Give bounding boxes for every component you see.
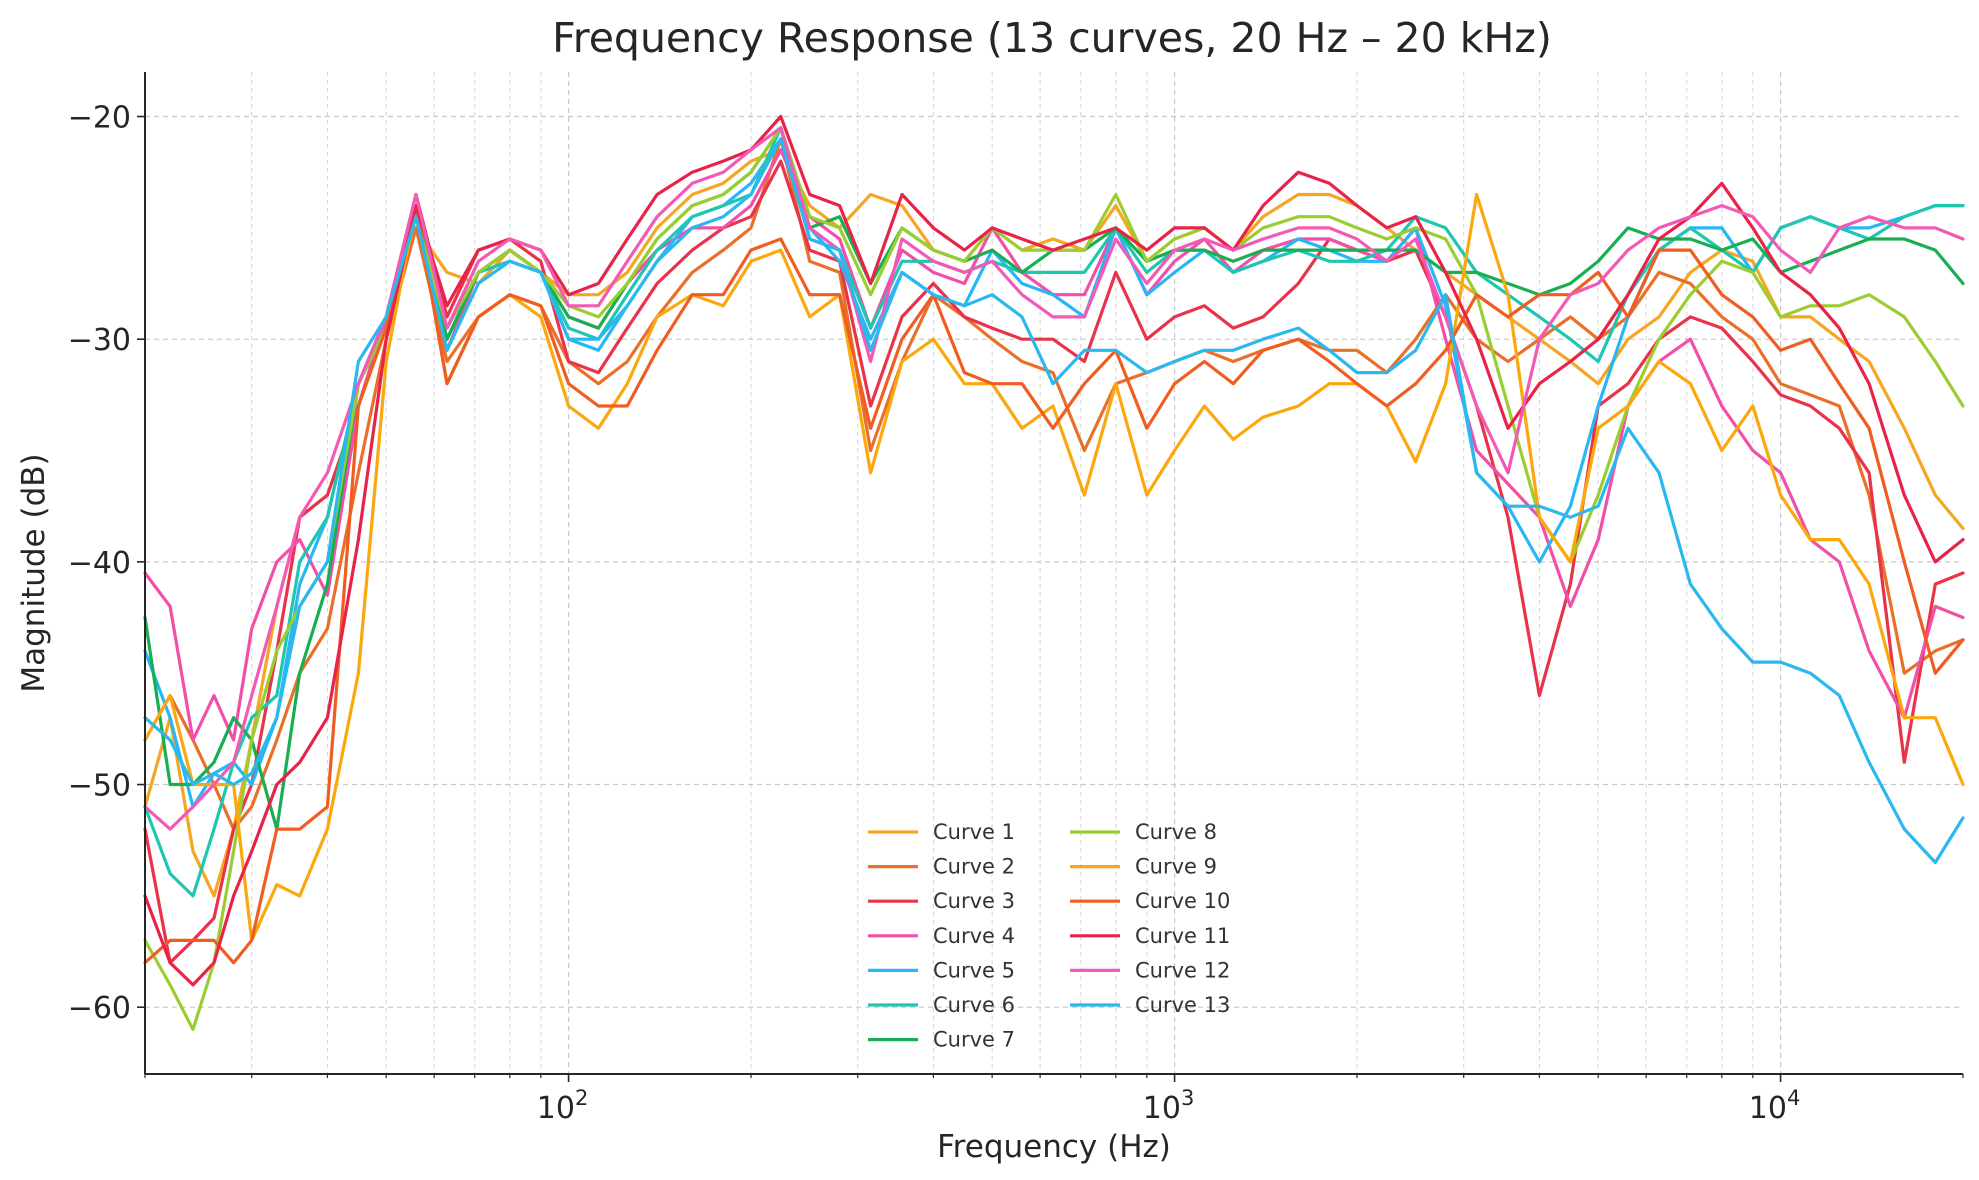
y-tick-label: −50	[68, 769, 131, 804]
legend-item-curve-2[interactable]: Curve 2	[868, 855, 1015, 879]
x-axis-label: Frequency (Hz)	[937, 1129, 1171, 1165]
legend-label: Curve 11	[1135, 924, 1230, 948]
legend-item-curve-6[interactable]: Curve 6	[868, 993, 1015, 1017]
y-tick-label: −30	[68, 323, 131, 358]
legend-item-curve-10[interactable]: Curve 10	[1070, 889, 1230, 913]
legend-item-curve-1[interactable]: Curve 1	[868, 820, 1015, 844]
series-line-curve-11	[143, 114, 1965, 987]
y-ticks: −20 −30 −40 −50 −60	[68, 101, 145, 1026]
series-line-curve-2	[143, 137, 1965, 831]
axes	[144, 72, 1963, 1075]
legend-item-curve-13[interactable]: Curve 13	[1070, 993, 1230, 1017]
legend-label: Curve 4	[933, 924, 1015, 948]
legend-item-curve-8[interactable]: Curve 8	[1070, 820, 1217, 844]
legend-label: Curve 9	[1135, 855, 1217, 879]
y-tick-label: −60	[68, 991, 131, 1026]
legend-item-curve-4[interactable]: Curve 4	[868, 924, 1015, 948]
series-layer	[143, 114, 1965, 1032]
chart-title: Frequency Response (13 curves, 20 Hz – 2…	[552, 14, 1552, 62]
legend-item-curve-5[interactable]: Curve 5	[868, 958, 1015, 982]
series-line-curve-13	[143, 137, 1965, 865]
legend-label: Curve 5	[933, 958, 1015, 982]
y-tick-label: −20	[68, 101, 131, 136]
x-tick-label: 103	[1143, 1086, 1195, 1126]
legend-label: Curve 3	[933, 889, 1015, 913]
legend-label: Curve 7	[933, 1028, 1015, 1052]
legend-label: Curve 13	[1135, 993, 1230, 1017]
legend-item-curve-12[interactable]: Curve 12	[1070, 958, 1230, 982]
series-line-curve-9	[143, 192, 1965, 943]
legend-label: Curve 2	[933, 855, 1015, 879]
x-ticks: 102 103 104	[144, 1074, 1964, 1126]
y-axis-label: Magnitude (dB)	[16, 453, 52, 692]
legend[interactable]: Curve 1 Curve 2 Curve 3 Curve 4 Curve 5 Curve…	[868, 820, 1230, 1052]
legend-label: Curve 10	[1135, 889, 1230, 913]
x-tick-label: 102	[537, 1086, 589, 1126]
legend-item-curve-7[interactable]: Curve 7	[868, 1028, 1015, 1052]
series-line-curve-6	[143, 126, 1965, 898]
y-tick-label: −40	[68, 546, 131, 581]
legend-item-curve-9[interactable]: Curve 9	[1070, 855, 1217, 879]
legend-label: Curve 12	[1135, 958, 1230, 982]
legend-label: Curve 1	[933, 820, 1015, 844]
legend-item-curve-3[interactable]: Curve 3	[868, 889, 1015, 913]
legend-label: Curve 6	[933, 993, 1015, 1017]
series-line-curve-12	[143, 126, 1965, 831]
legend-label: Curve 8	[1135, 820, 1217, 844]
x-tick-label: 104	[1749, 1086, 1801, 1126]
legend-item-curve-11[interactable]: Curve 11	[1070, 924, 1230, 948]
